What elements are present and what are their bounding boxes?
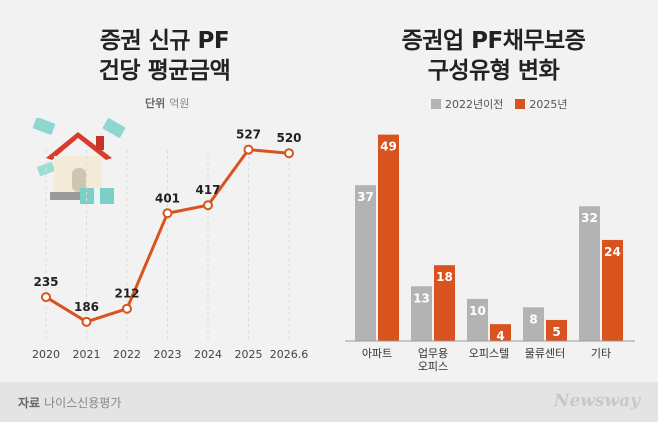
gift-ribbon-icon <box>94 188 100 204</box>
category-label: 물류센터 <box>525 347 565 360</box>
x-tick-label: 2024 <box>194 348 222 361</box>
data-point <box>203 200 213 211</box>
legend-label-2025: 2025년 <box>529 98 568 111</box>
bar-value-label: 24 <box>604 245 621 259</box>
data-point <box>122 303 132 314</box>
data-label: 401 <box>155 191 180 205</box>
data-point <box>284 148 294 159</box>
bar <box>355 185 376 341</box>
bar-value-label: 37 <box>357 190 374 204</box>
legend-label-2022: 2022년이전 <box>445 98 504 111</box>
bar-value-label: 13 <box>413 291 430 305</box>
data-point <box>41 292 51 303</box>
source-value: 나이스신용평가 <box>44 396 122 410</box>
banknote-icon <box>102 118 126 138</box>
legend-item-2022: 2022년이전 <box>431 96 503 112</box>
data-label: 417 <box>195 183 220 197</box>
line-chart: 235 186 212 401 417 527 520 2020 2021 2022 2023 20… <box>32 128 309 361</box>
right-title-line2: 구성유형 변화 <box>427 58 560 84</box>
bar-value-label: 32 <box>581 211 598 225</box>
x-tick-label: 2025 <box>235 348 263 361</box>
bar-value-label: 8 <box>529 312 537 326</box>
data-point <box>243 144 254 155</box>
data-label: 212 <box>114 287 139 301</box>
left-panel: 증권 신규 PF 건당 평균금액 단위 억원 235 186 212 401 417 527… <box>0 0 329 382</box>
bar <box>579 206 600 341</box>
house-door-icon <box>72 168 86 192</box>
category-label: 오피스텔 <box>469 347 509 360</box>
unit-label-value: 억원 <box>169 97 190 110</box>
data-label: 520 <box>276 131 301 145</box>
left-chart-title: 증권 신규 PF 건당 평균금액 <box>0 26 329 86</box>
source-label: 자료 <box>18 396 41 410</box>
banknote-icon <box>32 118 56 135</box>
x-tick-label: 2020 <box>32 348 60 361</box>
bar <box>434 265 455 341</box>
bar <box>490 324 511 341</box>
category-label: 아파트 <box>362 347 392 360</box>
right-title-line1: 증권업 PF채무보증 <box>401 28 586 54</box>
bar-legend: 2022년이전 2025년 <box>431 96 573 112</box>
bar <box>467 298 488 341</box>
data-label: 527 <box>236 128 261 142</box>
category-label: 오피스 <box>418 360 448 373</box>
right-panel: 증권업 PF채무보증 구성유형 변화 2022년이전 2025년 37 49 13 1… <box>329 0 658 382</box>
left-title-line2: 건당 평균금액 <box>98 58 231 84</box>
bar <box>602 239 623 341</box>
bar-value-label: 5 <box>552 325 560 339</box>
brand-logo: Newsway <box>553 391 640 411</box>
data-point <box>162 208 173 219</box>
bar <box>378 134 399 341</box>
legend-swatch-2025 <box>515 99 526 109</box>
category-label: 기타 <box>591 347 611 360</box>
bar-value-label: 18 <box>436 270 453 284</box>
data-label: 235 <box>33 275 58 289</box>
house-money-illustration <box>32 118 126 204</box>
house-chimney-icon <box>96 136 104 150</box>
legend-item-2025: 2025년 <box>515 96 567 112</box>
footer: 자료 나이스신용평가 Newsway <box>0 382 658 422</box>
unit-label: 단위 억원 <box>145 95 190 111</box>
right-chart-title: 증권업 PF채무보증 구성유형 변화 <box>329 26 658 86</box>
unit-label-key: 단위 <box>145 97 166 110</box>
bar-value-label: 49 <box>380 140 397 154</box>
x-tick-label: 2026.6 <box>270 348 309 361</box>
left-title-line1: 증권 신규 PF <box>99 28 230 54</box>
data-point <box>81 316 92 327</box>
house-base-icon <box>50 192 106 200</box>
bar <box>411 286 432 341</box>
bar <box>546 319 567 341</box>
x-tick-label: 2022 <box>113 348 141 361</box>
bar-value-label: 4 <box>496 329 504 343</box>
x-tick-label: 2021 <box>73 348 101 361</box>
source-note: 자료 나이스신용평가 <box>18 394 121 411</box>
bar <box>523 307 544 341</box>
category-label: 업무용 <box>418 347 448 360</box>
data-label: 186 <box>74 300 99 314</box>
legend-swatch-2022 <box>431 99 441 109</box>
x-tick-label: 2023 <box>154 348 182 361</box>
house-roof-icon <box>46 132 112 160</box>
bar-value-label: 10 <box>469 304 486 318</box>
